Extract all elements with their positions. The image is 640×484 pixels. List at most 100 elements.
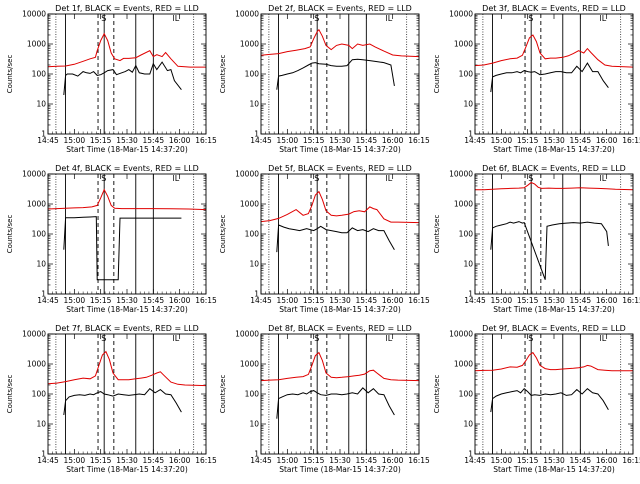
y-tick-label: 1 [254, 290, 259, 299]
y-tick-label: 100 [32, 70, 47, 79]
x-tick-label: 15:30 [116, 296, 138, 305]
y-tick-label: 1000 [27, 200, 46, 209]
x-tick-label: 15:15 [517, 136, 539, 145]
y-axis-label: Counts/sec [219, 215, 227, 254]
x-tick-label: 15:15 [303, 136, 325, 145]
x-tick-label: 15:15 [303, 296, 325, 305]
marker-l: L [388, 334, 393, 343]
x-tick-label: 16:00 [596, 456, 618, 465]
x-axis-label: Start Time (18-Mar-15 14:37:20) [493, 465, 615, 474]
y-tick-label: 10000 [235, 170, 259, 179]
y-tick-label: 100 [245, 390, 260, 399]
marker-s: S [101, 174, 106, 183]
x-tick-label: 15:30 [116, 136, 138, 145]
x-tick-label: 14:45 [464, 456, 486, 465]
x-tick-label: 15:30 [329, 296, 351, 305]
y-tick-label: 10 [463, 100, 473, 109]
y-tick-label: 100 [245, 230, 260, 239]
marker-l: L [602, 14, 607, 23]
y-tick-label: 10000 [449, 330, 473, 339]
y-tick-label: 1 [254, 130, 259, 139]
series-events [63, 61, 182, 96]
x-tick-label: 15:00 [491, 456, 513, 465]
series-events [276, 58, 395, 90]
marker-s: S [314, 334, 319, 343]
y-tick-label: 100 [459, 390, 474, 399]
y-tick-label: 10000 [449, 10, 473, 19]
plot-frame [260, 333, 420, 455]
x-tick-label: 15:15 [90, 456, 112, 465]
panel-title: Det 4f, BLACK = Events, RED = LLD [55, 164, 199, 173]
y-tick-label: 1000 [454, 40, 473, 49]
x-tick-label: 14:45 [37, 456, 59, 465]
marker-l: L [602, 334, 607, 343]
y-tick-label: 1 [254, 450, 259, 459]
y-tick-label: 10000 [22, 170, 46, 179]
panel-title: Det 2f, BLACK = Events, RED = LLD [268, 4, 412, 13]
x-tick-label: 15:45 [356, 136, 378, 145]
x-tick-label: 15:30 [329, 456, 351, 465]
x-tick-label: 16:00 [382, 296, 404, 305]
x-tick-label: 14:45 [250, 136, 272, 145]
y-tick-label: 1000 [454, 360, 473, 369]
y-tick-label: 10000 [235, 330, 259, 339]
x-tick-label: 16:00 [169, 136, 191, 145]
x-tick-label: 15:15 [303, 456, 325, 465]
x-tick-label: 16:00 [596, 136, 618, 145]
series-events [490, 388, 609, 413]
x-tick-label: 16:15 [622, 136, 640, 145]
y-tick-label: 10 [36, 100, 46, 109]
x-tick-label: 15:15 [90, 296, 112, 305]
y-tick-label: 1 [468, 450, 473, 459]
x-tick-label: 15:00 [277, 136, 299, 145]
panel-title: Det 3f, BLACK = Events, RED = LLD [482, 4, 626, 13]
x-tick-label: 14:45 [250, 296, 272, 305]
y-tick-label: 10000 [22, 10, 46, 19]
x-tick-label: 15:15 [517, 296, 539, 305]
x-tick-label: 14:45 [464, 296, 486, 305]
x-tick-label: 15:00 [277, 456, 299, 465]
x-tick-label: 15:00 [64, 136, 86, 145]
x-tick-label: 15:00 [491, 136, 513, 145]
y-tick-label: 1000 [240, 200, 259, 209]
series-lld [474, 351, 633, 372]
x-tick-label: 16:15 [195, 296, 217, 305]
plot-frame [47, 173, 207, 295]
y-tick-label: 1000 [27, 360, 46, 369]
x-tick-label: 15:00 [491, 296, 513, 305]
series-events [63, 216, 182, 281]
x-tick-label: 15:45 [143, 136, 165, 145]
y-axis-label: Counts/sec [6, 55, 14, 94]
y-tick-label: 1 [468, 290, 473, 299]
marker-l: L [175, 334, 180, 343]
y-tick-label: 1000 [240, 40, 259, 49]
y-tick-label: 10000 [22, 330, 46, 339]
panel-6: Det 6f, BLACK = Events, RED = LLD 1 10 100 1… [433, 164, 640, 314]
x-tick-label: 15:45 [570, 456, 592, 465]
x-tick-label: 16:15 [408, 456, 430, 465]
y-tick-label: 10000 [235, 10, 259, 19]
y-tick-label: 10 [36, 260, 46, 269]
panel-9: Det 9f, BLACK = Events, RED = LLD 1 10 100 1… [433, 324, 640, 474]
x-tick-label: 16:15 [195, 136, 217, 145]
series-lld [474, 34, 634, 68]
panel-7: Det 7f, BLACK = Events, RED = LLD 1 10 100 1… [6, 324, 217, 474]
panel-8: Det 8f, BLACK = Events, RED = LLD 1 10 100 1… [219, 324, 430, 474]
marker-s: S [101, 14, 106, 23]
plot-frame [47, 13, 207, 135]
x-tick-label: 16:15 [408, 136, 430, 145]
y-tick-label: 1 [41, 130, 46, 139]
y-tick-label: 10 [249, 100, 259, 109]
y-tick-label: 1000 [240, 360, 259, 369]
x-tick-label: 15:30 [543, 296, 565, 305]
y-axis-label: Counts/sec [6, 375, 14, 414]
plot-frame [260, 13, 420, 135]
x-tick-label: 15:45 [356, 296, 378, 305]
y-tick-label: 10 [249, 260, 259, 269]
x-tick-label: 15:45 [143, 456, 165, 465]
y-axis-label: Counts/sec [433, 55, 441, 94]
y-tick-label: 1000 [454, 200, 473, 209]
series-lld [260, 351, 420, 382]
x-tick-label: 15:30 [543, 456, 565, 465]
x-axis-label: Start Time (18-Mar-15 14:37:20) [66, 465, 188, 474]
